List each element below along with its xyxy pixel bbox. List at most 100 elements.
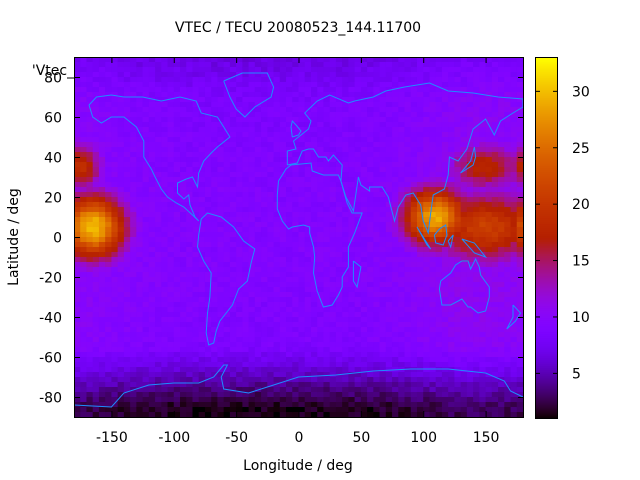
heatmap-cell: [136, 342, 144, 348]
heatmap-cell: [479, 372, 487, 378]
heatmap-cell: [86, 137, 94, 143]
heatmap-cell: [223, 162, 231, 168]
heatmap-cell: [167, 72, 175, 78]
heatmap-cell: [304, 227, 312, 233]
heatmap-cell: [410, 357, 418, 363]
heatmap-cell: [242, 297, 250, 303]
heatmap-cell: [342, 62, 349, 68]
heatmap-cell: [74, 92, 81, 98]
heatmap-cell: [155, 242, 162, 248]
heatmap-cell: [123, 322, 131, 328]
heatmap-cell: [148, 122, 156, 128]
heatmap-cell: [192, 107, 200, 113]
heatmap-cell: [454, 167, 462, 173]
heatmap-cell: [385, 152, 393, 158]
heatmap-cell: [267, 372, 275, 378]
heatmap-cell: [367, 67, 374, 73]
heatmap-cell: [404, 197, 412, 203]
heatmap-cell: [130, 87, 137, 93]
heatmap-cell: [155, 317, 162, 323]
heatmap-cell: [423, 137, 431, 143]
heatmap-cell: [454, 347, 462, 353]
heatmap-cell: [348, 62, 356, 68]
heatmap-cell: [155, 267, 162, 273]
heatmap-cell: [379, 332, 387, 338]
heatmap-cell: [404, 77, 412, 83]
heatmap-cell: [367, 332, 374, 338]
heatmap-cell: [410, 352, 418, 358]
heatmap-cell: [329, 157, 337, 163]
heatmap-cell: [98, 122, 106, 128]
heatmap-cell: [292, 117, 300, 123]
heatmap-cell: [354, 152, 362, 158]
heatmap-cell: [441, 332, 449, 338]
heatmap-cell: [242, 367, 250, 373]
heatmap-cell: [254, 392, 262, 398]
heatmap-cell: [292, 227, 300, 233]
heatmap-cell: [454, 342, 462, 348]
heatmap-cell: [385, 227, 393, 233]
heatmap-cell: [435, 397, 443, 403]
heatmap-cell: [161, 132, 169, 138]
heatmap-cell: [142, 172, 150, 178]
heatmap-cell: [292, 152, 300, 158]
heatmap-cell: [373, 317, 381, 323]
heatmap-cell: [130, 317, 137, 323]
heatmap-cell: [92, 202, 100, 208]
heatmap-cell: [180, 137, 187, 143]
heatmap-cell: [416, 412, 424, 418]
heatmap-cell: [155, 262, 162, 268]
heatmap-cell: [80, 127, 88, 133]
heatmap-cell: [117, 67, 125, 73]
heatmap-cell: [267, 292, 275, 298]
heatmap-cell: [423, 57, 431, 63]
heatmap-cell: [229, 362, 237, 368]
heatmap-cell: [173, 362, 181, 368]
heatmap-cell: [123, 72, 131, 78]
heatmap-cell: [392, 112, 399, 118]
heatmap-cell: [105, 277, 113, 283]
heatmap-cell: [416, 252, 424, 258]
heatmap-cell: [360, 87, 368, 93]
heatmap-cell: [248, 172, 256, 178]
heatmap-cell: [473, 337, 480, 343]
heatmap-cell: [398, 122, 406, 128]
heatmap-cell: [117, 187, 125, 193]
heatmap-cell: [98, 327, 106, 333]
heatmap-cell: [466, 287, 474, 293]
heatmap-cell: [242, 97, 250, 103]
heatmap-cell: [429, 237, 437, 243]
heatmap-cell: [404, 317, 412, 323]
heatmap-cell: [180, 57, 187, 63]
heatmap-cell: [86, 232, 94, 238]
heatmap-cell: [379, 182, 387, 188]
heatmap-cell: [186, 397, 194, 403]
heatmap-cell: [204, 387, 212, 393]
heatmap-cell: [310, 222, 318, 228]
heatmap-cell: [136, 327, 144, 333]
heatmap-cell: [217, 237, 225, 243]
heatmap-cell: [348, 127, 356, 133]
heatmap-cell: [155, 72, 162, 78]
heatmap-cell: [167, 292, 175, 298]
heatmap-cell: [117, 147, 125, 153]
heatmap-cell: [242, 117, 250, 123]
heatmap-cell: [248, 222, 256, 228]
heatmap-cell: [167, 317, 175, 323]
heatmap-cell: [161, 357, 169, 363]
heatmap-cell: [504, 197, 512, 203]
heatmap-cell: [398, 102, 406, 108]
heatmap-cell: [229, 62, 237, 68]
heatmap-cell: [354, 102, 362, 108]
heatmap-cell: [342, 237, 349, 243]
heatmap-cell: [217, 192, 225, 198]
heatmap-cell: [298, 177, 306, 183]
heatmap-cell: [416, 342, 424, 348]
heatmap-cell: [298, 342, 306, 348]
heatmap-cell: [254, 117, 262, 123]
heatmap-cell: [310, 187, 318, 193]
heatmap-cell: [404, 57, 412, 63]
heatmap-cell: [485, 317, 493, 323]
heatmap-cell: [248, 197, 256, 203]
heatmap-cell: [167, 412, 175, 418]
